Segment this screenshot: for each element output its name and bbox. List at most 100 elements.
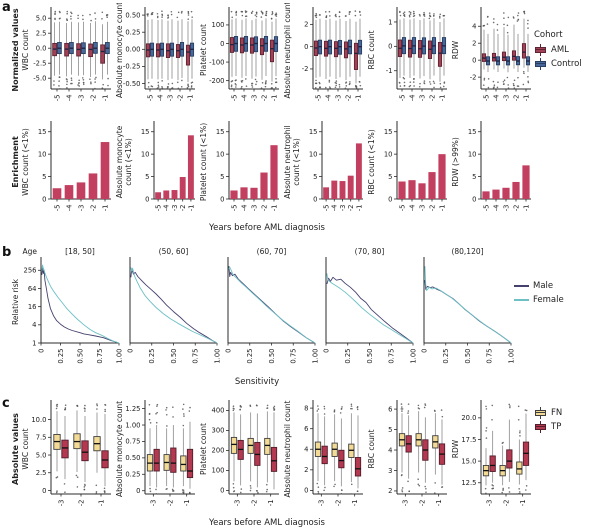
svg-text:10: 10 xyxy=(141,150,150,158)
chart-svg-a2_neut: Absolute neutrophil count (<1%) 15 10 5 0 -5 -4… xyxy=(283,121,363,212)
svg-text:100: 100 xyxy=(212,21,225,29)
chart-svg-c_rbc: RBC count 6 5 4 3 2 -3 -2 -1 xyxy=(367,400,447,507)
svg-text:0: 0 xyxy=(224,349,232,353)
chart-svg-c_plat: Platelet count 400 300 200 100 0 -3 -2 -1 xyxy=(199,400,279,506)
svg-text:-5: -5 xyxy=(146,95,154,102)
legend-label-female: Female xyxy=(533,294,564,305)
svg-text:0.50: 0.50 xyxy=(125,454,140,462)
svg-text:-1: -1 xyxy=(97,500,105,507)
barchart-rdw-enrichment: RDW (>99%) 15 10 5 0 -5 -4 -3 -2 -1 xyxy=(450,115,534,223)
svg-text:10: 10 xyxy=(384,150,393,158)
chart-svg-a1_wbc: Normalized values WBC count 5.0 2.5 0.0 -2.5 -… xyxy=(11,7,111,101)
svg-text:5.0: 5.0 xyxy=(36,15,47,23)
svg-text:0: 0 xyxy=(388,195,392,203)
svg-text:15: 15 xyxy=(309,128,318,136)
svg-text:6: 6 xyxy=(388,405,392,413)
svg-text:-2: -2 xyxy=(418,500,426,507)
fn-boxplot-key-icon xyxy=(534,407,547,419)
panel-b-label: b xyxy=(2,245,12,260)
svg-text:-200: -200 xyxy=(209,77,224,85)
barchart-platelet-enrichment: Platelet count (<1%) 15 10 5 0 -5 -4 -3 -2 -1 xyxy=(198,115,282,223)
svg-text:0.0: 0.0 xyxy=(36,45,47,53)
svg-text:Absolute neutrophil count: Absolute neutrophil count xyxy=(283,3,292,98)
svg-text:0.75: 0.75 xyxy=(125,438,140,446)
svg-text:-2: -2 xyxy=(302,65,309,73)
svg-text:4: 4 xyxy=(304,446,308,454)
svg-text:-2: -2 xyxy=(89,205,97,212)
boxplot-wbc-absolute: Absolute values WBC count 10.0 7.5 5.0 2.5 0 -3… xyxy=(10,396,114,518)
linechart-age-70-80: (70, 80] 0 0.25 0.50 0.75 1.00 xyxy=(318,245,417,377)
svg-text:5: 5 xyxy=(313,173,317,181)
legend-item-tp: TP xyxy=(534,420,600,434)
svg-text:-4: -4 xyxy=(65,205,73,212)
svg-text:1: 1 xyxy=(388,18,392,26)
svg-text:0.25: 0.25 xyxy=(246,349,254,364)
svg-text:Absolute values: Absolute values xyxy=(11,413,20,485)
boxplot-monocyte-normalized: Absolute monocyte count 0.50 0.25 0.00 -0.25… xyxy=(114,2,198,115)
boxplot-platelet-normalized: Platelet count 100 0 -100 -200 -5 -4 -3 -2 -1 xyxy=(198,3,282,115)
svg-text:-3: -3 xyxy=(418,95,426,102)
svg-text:-4: -4 xyxy=(492,205,500,212)
svg-text:0: 0 xyxy=(42,487,46,495)
chart-svg-a2_rbc: RBC count (<1%) 15 10 5 0 -5 -4 -3 -2 -1 xyxy=(367,121,447,212)
svg-text:-1: -1 xyxy=(101,205,109,212)
svg-text:WBC count: WBC count xyxy=(21,29,30,70)
sex-legend: Male Female xyxy=(514,279,600,307)
chart-svg-c_neut: Absolute neutrophil count 8 6 4 2 0 -3 -2 -1 xyxy=(283,400,363,507)
svg-text:400: 400 xyxy=(212,407,225,415)
svg-text:0.75: 0.75 xyxy=(96,349,104,364)
cohort-legend-title: Cohort xyxy=(534,30,563,40)
svg-text:-3: -3 xyxy=(502,205,510,212)
svg-text:1: 1 xyxy=(32,339,36,347)
chart-svg-b_5: (80,120] 0 0.25 0.50 0.75 1.00 xyxy=(420,247,515,364)
fn-tp-legend: FN TP xyxy=(534,406,600,434)
svg-text:-3: -3 xyxy=(166,95,174,102)
svg-text:-3: -3 xyxy=(502,95,510,102)
svg-text:-4: -4 xyxy=(331,205,339,212)
svg-text:4: 4 xyxy=(472,23,476,31)
svg-text:2: 2 xyxy=(304,21,308,29)
svg-text:0.50: 0.50 xyxy=(170,349,178,364)
tp-boxplot-key-icon xyxy=(534,421,547,433)
svg-text:-5: -5 xyxy=(482,95,490,102)
boxplot-rdw-normalized: RDW 4 2 0 -2 -5 -4 -3 -2 -1 xyxy=(450,3,534,115)
svg-text:-2: -2 xyxy=(470,73,477,81)
svg-text:2: 2 xyxy=(388,487,392,495)
svg-text:-5: -5 xyxy=(323,205,331,212)
legend-item-aml: AML xyxy=(534,43,600,57)
svg-text:-1: -1 xyxy=(270,95,278,102)
svg-text:-5: -5 xyxy=(155,205,163,212)
svg-text:-3: -3 xyxy=(334,95,342,102)
linechart-age-50-60: (50, 60] 0 0.25 0.50 0.75 1.00 xyxy=(122,245,221,377)
boxplot-platelet-absolute: Platelet count 400 300 200 100 0 -3 -2 -1 xyxy=(198,396,282,518)
svg-text:15: 15 xyxy=(384,128,393,136)
svg-text:15: 15 xyxy=(141,128,150,136)
legend-item-control: Control xyxy=(534,57,600,71)
svg-text:-1: -1 xyxy=(351,500,359,507)
svg-text:0.50: 0.50 xyxy=(125,11,140,19)
svg-text:15: 15 xyxy=(38,128,47,136)
svg-text:-3: -3 xyxy=(339,205,347,212)
chart-svg-a1_neut: Absolute neutrophil count 20-2-5 -4 -3 -2 -1 xyxy=(283,1,363,102)
svg-text:10: 10 xyxy=(309,150,318,158)
svg-text:0: 0 xyxy=(472,56,476,64)
linechart-age-60-70: (60, 70] 0 0.25 0.50 0.75 1.00 xyxy=(220,245,319,377)
panel-b-xaxis-title: Sensitivity xyxy=(234,377,280,387)
svg-text:Absolute neutrophil: Absolute neutrophil xyxy=(283,125,292,198)
svg-text:-2: -2 xyxy=(428,205,436,212)
svg-text:2.5: 2.5 xyxy=(36,30,47,38)
svg-text:4: 4 xyxy=(388,446,392,454)
svg-text:0: 0 xyxy=(313,195,317,203)
svg-text:200: 200 xyxy=(212,447,225,455)
svg-text:0: 0 xyxy=(37,349,45,353)
svg-text:-2: -2 xyxy=(179,205,187,212)
svg-text:-1: -1 xyxy=(183,500,191,507)
aml-boxplot-key-icon xyxy=(534,44,547,56)
svg-text:5: 5 xyxy=(145,173,149,181)
svg-text:0.75: 0.75 xyxy=(486,349,494,364)
svg-text:1.00: 1.00 xyxy=(507,349,514,364)
panel-a-xaxis-title: Years before AML diagnosis xyxy=(209,223,325,233)
svg-text:0: 0 xyxy=(304,487,308,495)
svg-text:5: 5 xyxy=(42,173,46,181)
